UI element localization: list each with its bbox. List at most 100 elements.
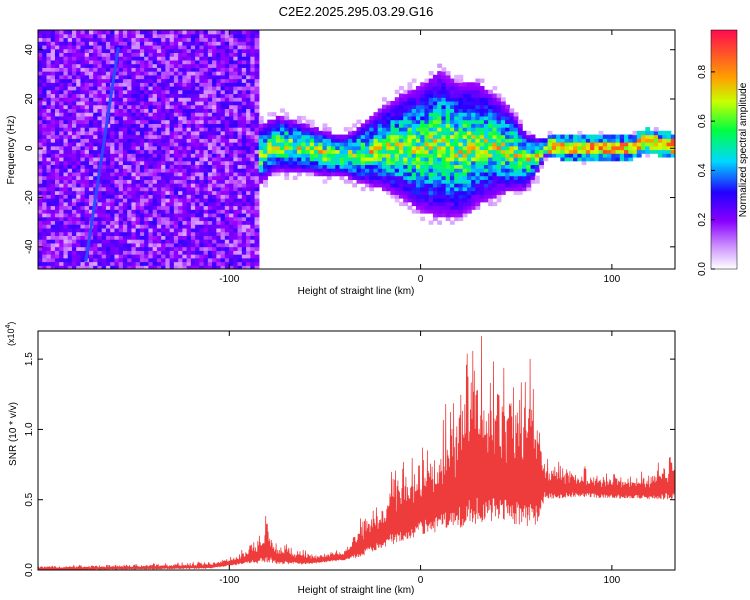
heatmap-cell [173, 261, 179, 266]
heatmap-cell [110, 44, 116, 50]
heatmap-cell [241, 41, 247, 46]
heatmap-cell [161, 156, 166, 162]
heatmap-cell [139, 224, 145, 229]
heatmap-cell [80, 104, 86, 110]
heatmap-cell [403, 112, 409, 117]
heatmap-cell [50, 97, 56, 102]
heatmap-cell [59, 138, 65, 143]
heatmap-cell [131, 224, 137, 229]
heatmap-cell [297, 168, 302, 173]
heatmap-cell [144, 82, 150, 87]
heatmap-cell [156, 48, 162, 53]
heatmap-cell [199, 186, 205, 192]
heatmap-cell [144, 216, 150, 222]
heatmap-cell [203, 30, 209, 35]
heatmap-cell [500, 164, 506, 169]
heatmap-cell [339, 175, 345, 180]
heatmap-cell [263, 183, 268, 188]
heatmap-cell [203, 160, 209, 166]
heatmap-cell [135, 186, 141, 192]
heatmap-cell [88, 134, 94, 139]
heatmap-cell [254, 216, 260, 222]
heatmap-cell [224, 44, 230, 50]
heatmap-cell [509, 127, 515, 132]
heatmap-cell [71, 134, 77, 139]
heatmap-cell [46, 71, 52, 76]
heatmap-cell [220, 63, 226, 68]
heatmap-cell [46, 74, 52, 80]
heatmap-cell [80, 59, 86, 65]
heatmap-cell [173, 168, 179, 173]
heatmap-cell [127, 242, 133, 248]
heatmap-cell [250, 127, 256, 132]
heatmap-cell [348, 130, 353, 136]
heatmap-cell [250, 198, 256, 203]
heatmap-cell [500, 100, 506, 106]
heatmap-cell [127, 227, 133, 233]
heatmap-cell [118, 164, 124, 169]
heatmap-cell [118, 142, 124, 147]
heatmap-cell [471, 171, 477, 177]
heatmap-cell [71, 265, 77, 269]
heatmap-cell [80, 153, 86, 158]
heatmap-cell [161, 239, 166, 244]
heatmap-cell [76, 160, 82, 166]
heatmap-cell [80, 239, 86, 244]
heatmap-cell [178, 127, 183, 132]
heatmap-cell [114, 142, 120, 147]
heatmap-cell [398, 127, 404, 132]
heatmap-cell [377, 127, 383, 132]
heatmap-cell [462, 179, 468, 184]
heatmap-cell [135, 93, 141, 98]
heatmap-cell [233, 257, 239, 263]
heatmap-cell [318, 142, 324, 147]
heatmap-cell [513, 179, 519, 184]
heatmap-cell [437, 127, 443, 132]
heatmap-cell [139, 134, 145, 139]
heatmap-cell [88, 71, 94, 76]
heatmap-cell [241, 261, 247, 266]
heatmap-cell [114, 257, 120, 263]
heatmap-cell [250, 183, 256, 188]
heatmap-cell [500, 145, 506, 151]
heatmap-cell [297, 156, 302, 162]
heatmap-cell [54, 156, 60, 162]
heatmap-cell [556, 149, 561, 154]
heatmap-cell [178, 123, 183, 128]
heatmap-cell [224, 138, 230, 143]
heatmap-cell [229, 198, 234, 203]
heatmap-cell [496, 164, 502, 169]
heatmap-cell [254, 112, 260, 117]
heatmap-cell [80, 56, 86, 61]
heatmap-cell [203, 86, 209, 91]
heatmap-cell [131, 190, 137, 195]
heatmap-cell [407, 160, 413, 166]
heatmap-cell [212, 235, 217, 240]
heatmap-cell [224, 265, 230, 269]
heatmap-cell [165, 168, 171, 173]
heatmap-cell [216, 127, 222, 132]
heatmap-cell [224, 93, 230, 98]
heatmap-cell [356, 119, 362, 124]
heatmap-cell [305, 153, 311, 158]
heatmap-cell [441, 190, 447, 195]
heatmap-cell [539, 153, 544, 158]
heatmap-cell [169, 186, 175, 192]
heatmap-cell [216, 82, 222, 87]
heatmap-cell [80, 44, 86, 50]
heatmap-cell [420, 171, 426, 177]
heatmap-cell [441, 194, 447, 199]
heatmap-cell [131, 104, 137, 110]
heatmap-cell [203, 100, 209, 106]
heatmap-cell [224, 30, 230, 35]
heatmap-cell [475, 127, 481, 132]
heatmap-cell [505, 115, 510, 121]
heatmap-cell [530, 179, 536, 184]
heatmap-cell [415, 153, 421, 158]
heatmap-cell [207, 164, 213, 169]
heatmap-cell [54, 63, 60, 68]
heatmap-cell [84, 108, 90, 113]
heatmap-cell [80, 231, 86, 236]
heatmap-cell [254, 242, 260, 248]
heatmap-cell [432, 145, 438, 151]
